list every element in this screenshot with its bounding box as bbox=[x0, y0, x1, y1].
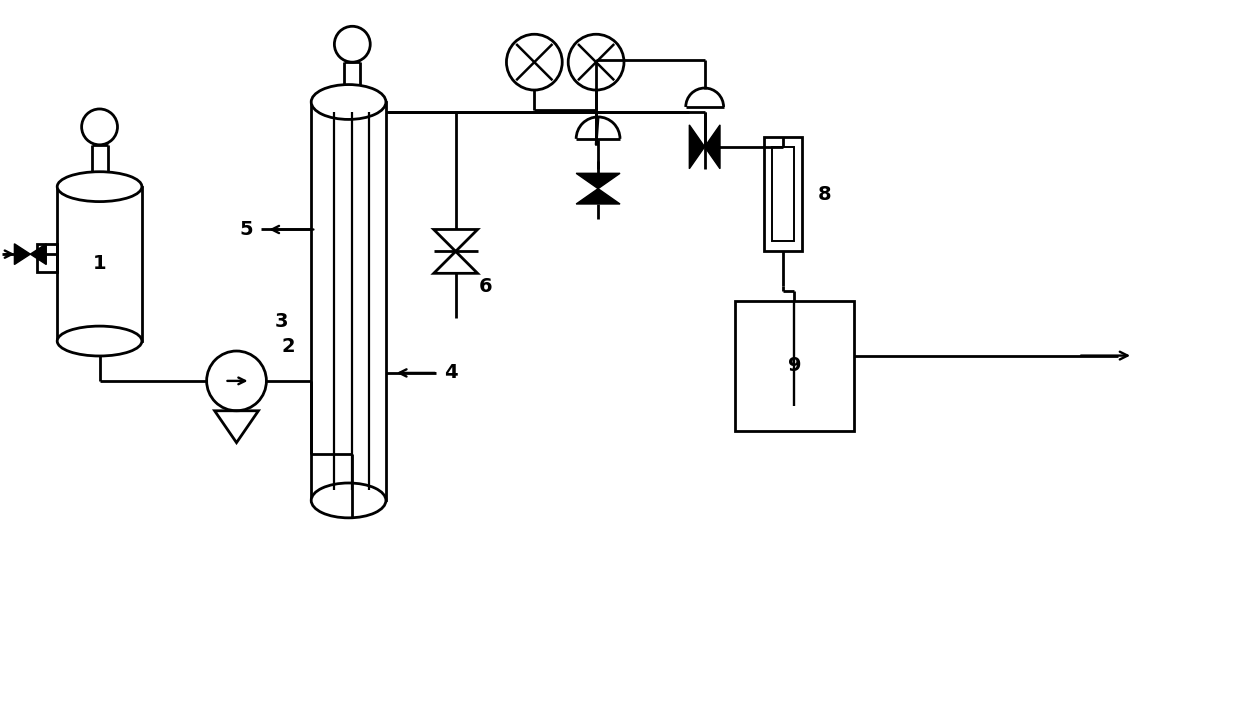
Bar bbox=[773, 147, 795, 241]
Text: 9: 9 bbox=[787, 357, 801, 376]
Text: 8: 8 bbox=[817, 185, 831, 203]
Polygon shape bbox=[689, 125, 704, 169]
Text: 6: 6 bbox=[479, 277, 492, 296]
Polygon shape bbox=[577, 189, 620, 204]
Bar bbox=[57, 186, 141, 341]
Ellipse shape bbox=[57, 326, 141, 356]
Ellipse shape bbox=[57, 172, 141, 202]
Circle shape bbox=[207, 351, 267, 411]
Ellipse shape bbox=[311, 85, 386, 119]
Bar bbox=[734, 301, 854, 431]
Polygon shape bbox=[15, 244, 30, 265]
Bar bbox=[37, 244, 57, 272]
Ellipse shape bbox=[311, 483, 386, 517]
Polygon shape bbox=[704, 125, 720, 169]
Bar bbox=[764, 137, 802, 251]
Text: 2: 2 bbox=[281, 337, 295, 356]
Circle shape bbox=[335, 26, 371, 62]
Text: 5: 5 bbox=[239, 220, 253, 239]
Polygon shape bbox=[30, 244, 46, 265]
Circle shape bbox=[568, 35, 624, 90]
Bar bbox=[311, 102, 386, 501]
Text: 4: 4 bbox=[444, 364, 458, 383]
Circle shape bbox=[506, 35, 562, 90]
Text: 3: 3 bbox=[274, 311, 288, 330]
Circle shape bbox=[82, 109, 118, 145]
Polygon shape bbox=[577, 173, 620, 189]
Text: 1: 1 bbox=[93, 254, 107, 273]
